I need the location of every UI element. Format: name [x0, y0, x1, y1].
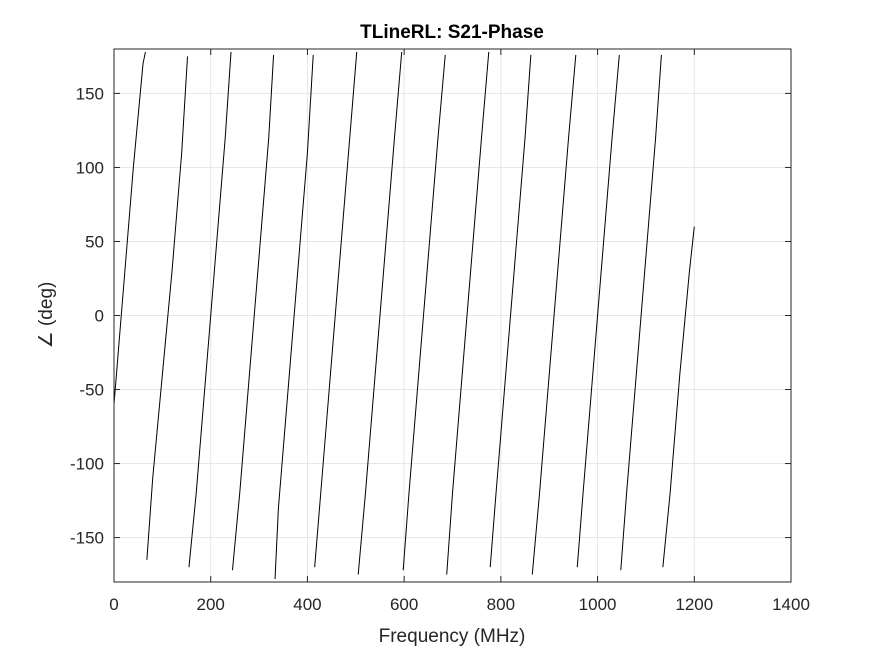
x-tick-label: 1200 [675, 595, 713, 614]
y-tick-label: 0 [95, 307, 104, 326]
data-series [113, 51, 695, 580]
x-axis-label: Frequency (MHz) [379, 626, 526, 647]
x-tick-label: 800 [487, 595, 515, 614]
x-tick-label: 1000 [579, 595, 617, 614]
y-tick-label: -100 [70, 455, 104, 474]
y-tick-label: -50 [79, 381, 104, 400]
chart-title: TLineRL: S21-Phase [360, 22, 544, 43]
x-tick-label: 200 [197, 595, 225, 614]
x-tick-label: 600 [390, 595, 418, 614]
y-tick-label: -150 [70, 529, 104, 548]
series-line-0 [113, 51, 695, 580]
x-tick-label: 400 [293, 595, 321, 614]
y-axis-label: ∠ (deg) [36, 282, 57, 349]
x-tick-label: 0 [109, 595, 118, 614]
y-tick-label: 50 [85, 232, 104, 251]
y-tick-label: 150 [76, 84, 104, 103]
x-tick-label: 1400 [772, 595, 810, 614]
grid-lines [114, 49, 791, 582]
y-tick-label: 100 [76, 158, 104, 177]
axis-ticks: 0 200 400 600 800 1000 1200 1400 -150 -100 -50 0 50 1… [70, 49, 810, 614]
